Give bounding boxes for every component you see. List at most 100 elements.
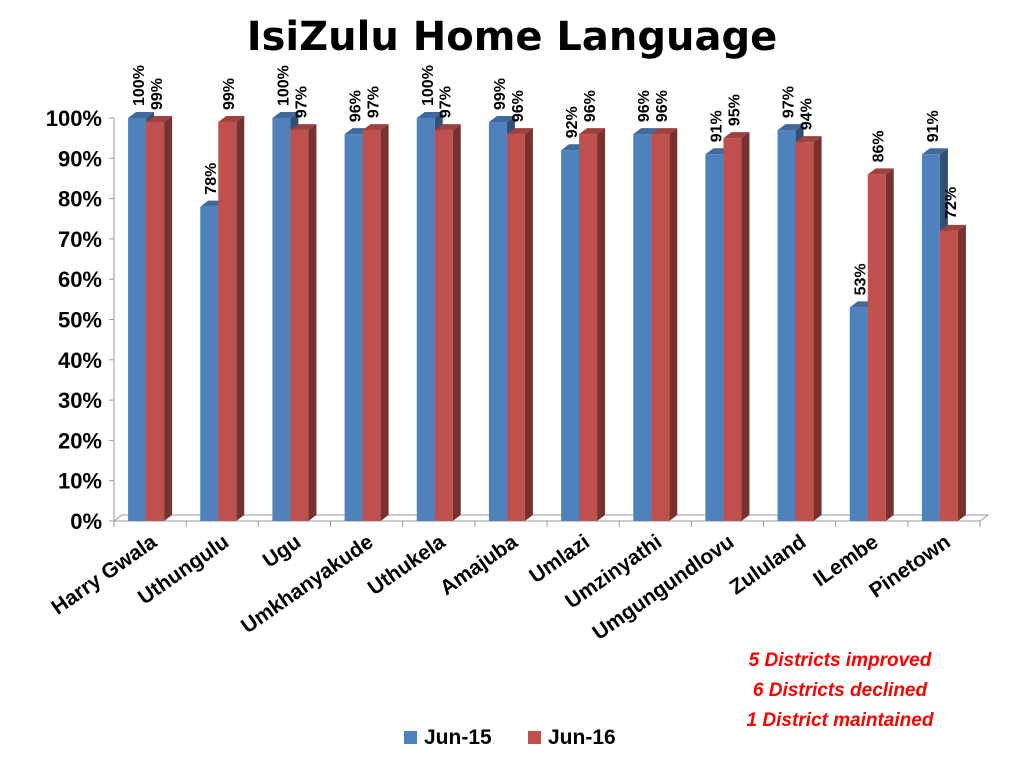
data-label-jun-15-pinetown: 91% [925, 110, 942, 142]
bar-side-jun-16-zululand [813, 136, 822, 521]
bar-side-jun-16-umlazi [597, 128, 606, 521]
category-label-ugu: Ugu [259, 530, 306, 572]
annotation-declined: 6 Districts declined [752, 680, 928, 701]
bar-side-jun-16-umkhanyakude [380, 124, 389, 521]
chart-title: IsiZulu Home Language [246, 14, 778, 60]
bar-jun-16-zululand [795, 142, 814, 521]
bar-jun-16-umlazi [579, 134, 598, 521]
y-tick-label: 40% [58, 348, 102, 373]
bar-jun-16-uthukela [434, 130, 453, 521]
annotation-maintained: 1 District maintained [746, 710, 934, 731]
y-tick-label: 90% [58, 146, 102, 171]
category-label-zululand: Zululand [726, 530, 811, 599]
y-tick-label: 80% [58, 187, 102, 212]
bar-jun-15-zululand [777, 130, 796, 521]
data-label-jun-16-uthukela: 97% [438, 86, 455, 118]
bar-top-jun-16-ilembe [867, 168, 894, 175]
data-label-jun-16-harry-gwala: 99% [149, 78, 166, 110]
legend-label-jun16: Jun-16 [548, 726, 616, 749]
data-label-jun-16-umgungundlovu: 95% [726, 94, 743, 126]
data-label-jun-16-amajuba: 96% [510, 90, 527, 122]
y-tick-label: 20% [58, 428, 102, 453]
bar-top-jun-15-umzinyathi [633, 128, 660, 135]
bar-top-jun-15-pinetown [921, 148, 948, 155]
bar-top-jun-16-umkhanyakude [362, 124, 389, 131]
data-label-jun-15-ilembe: 53% [853, 263, 870, 295]
data-label-jun-15-uthukela: 100% [420, 65, 437, 106]
bar-top-jun-15-zululand [777, 124, 804, 131]
category-label-uthukela: Uthukela [364, 530, 450, 600]
category-label-umkhanyakude: Umkhanyakude [237, 530, 377, 638]
bar-jun-16-umzinyathi [651, 134, 670, 521]
bar-top-jun-16-umzinyathi [651, 128, 678, 135]
data-label-jun-15-harry-gwala: 100% [131, 65, 148, 106]
y-tick-label: 60% [58, 267, 102, 292]
y-tick-label: 0% [70, 509, 102, 534]
bar-top-jun-15-amajuba [488, 116, 515, 123]
bar-jun-15-uthungulu [200, 206, 219, 521]
bar-side-jun-16-umzinyathi [669, 128, 678, 521]
bar-jun-16-pinetown [939, 230, 958, 521]
bar-jun-15-uthukela [416, 118, 435, 521]
y-tick-label: 100% [46, 106, 102, 131]
bar-top-jun-15-ugu [272, 112, 299, 118]
bar-side-jun-16-pinetown [957, 224, 966, 521]
data-label-jun-16-ilembe: 86% [871, 130, 888, 162]
legend-swatch-jun15 [404, 731, 417, 744]
bar-top-jun-16-harry-gwala [146, 116, 173, 123]
category-label-amajuba: Amajuba [436, 530, 522, 600]
bar-side-jun-16-ilembe [885, 168, 894, 522]
data-label-jun-15-ugu: 100% [275, 65, 292, 106]
bar-top-jun-15-harry-gwala [128, 112, 155, 118]
legend-swatch-jun16 [528, 731, 541, 744]
data-label-jun-15-uthungulu: 78% [203, 163, 220, 195]
data-label-jun-16-umkhanyakude: 97% [366, 86, 383, 118]
bar-side-jun-16-harry-gwala [164, 116, 173, 521]
y-tick-label: 70% [58, 227, 102, 252]
bar-jun-16-ilembe [867, 174, 886, 522]
data-label-jun-15-amajuba: 99% [492, 78, 509, 110]
bar-jun-16-harry-gwala [146, 122, 165, 521]
bar-jun-16-umgungundlovu [723, 138, 742, 521]
data-label-jun-15-zululand: 97% [781, 86, 798, 118]
data-label-jun-16-zululand: 94% [799, 98, 816, 130]
bar-top-jun-16-pinetown [939, 224, 966, 231]
bar-jun-15-ilembe [849, 307, 868, 521]
data-label-jun-15-umlazi: 92% [564, 106, 581, 138]
bar-side-jun-16-umgungundlovu [741, 132, 750, 521]
bar-jun-16-umkhanyakude [362, 130, 381, 521]
bar-side-jun-16-uthungulu [236, 116, 245, 521]
bar-side-jun-16-amajuba [524, 128, 533, 521]
bar-top-jun-16-ugu [290, 124, 317, 131]
bar-jun-15-pinetown [921, 154, 940, 521]
bar-jun-15-umkhanyakude [344, 134, 363, 521]
bar-top-jun-16-umlazi [579, 128, 606, 135]
bar-jun-15-umzinyathi [633, 134, 652, 521]
bar-jun-15-amajuba [488, 122, 507, 521]
bar-jun-15-ugu [272, 118, 291, 521]
data-label-jun-15-umgungundlovu: 91% [708, 110, 725, 142]
y-tick-label: 10% [58, 469, 102, 494]
bar-side-jun-16-ugu [308, 124, 317, 521]
data-label-jun-15-umzinyathi: 96% [636, 90, 653, 122]
bar-top-jun-16-uthukela [434, 124, 461, 131]
bar-jun-15-umgungundlovu [705, 154, 724, 521]
bar-jun-16-amajuba [506, 134, 525, 521]
y-tick-label: 50% [58, 308, 102, 333]
data-label-jun-15-umkhanyakude: 96% [348, 90, 365, 122]
y-tick-label: 30% [58, 388, 102, 413]
bar-jun-16-ugu [290, 130, 309, 521]
data-label-jun-16-pinetown: 72% [943, 187, 960, 219]
bar-jun-16-uthungulu [218, 122, 237, 521]
bar-side-jun-16-uthukela [452, 124, 461, 521]
bar-top-jun-15-uthukela [416, 112, 443, 118]
data-label-jun-16-umzinyathi: 96% [654, 90, 671, 122]
bar-jun-15-umlazi [561, 150, 580, 522]
bar-top-jun-16-amajuba [506, 128, 533, 135]
annotation-improved: 5 Districts improved [748, 650, 932, 671]
bar-top-jun-16-uthungulu [218, 116, 245, 123]
bar-top-jun-16-zululand [795, 136, 822, 143]
legend-label-jun15: Jun-15 [424, 726, 492, 749]
data-label-jun-16-uthungulu: 99% [221, 78, 238, 110]
